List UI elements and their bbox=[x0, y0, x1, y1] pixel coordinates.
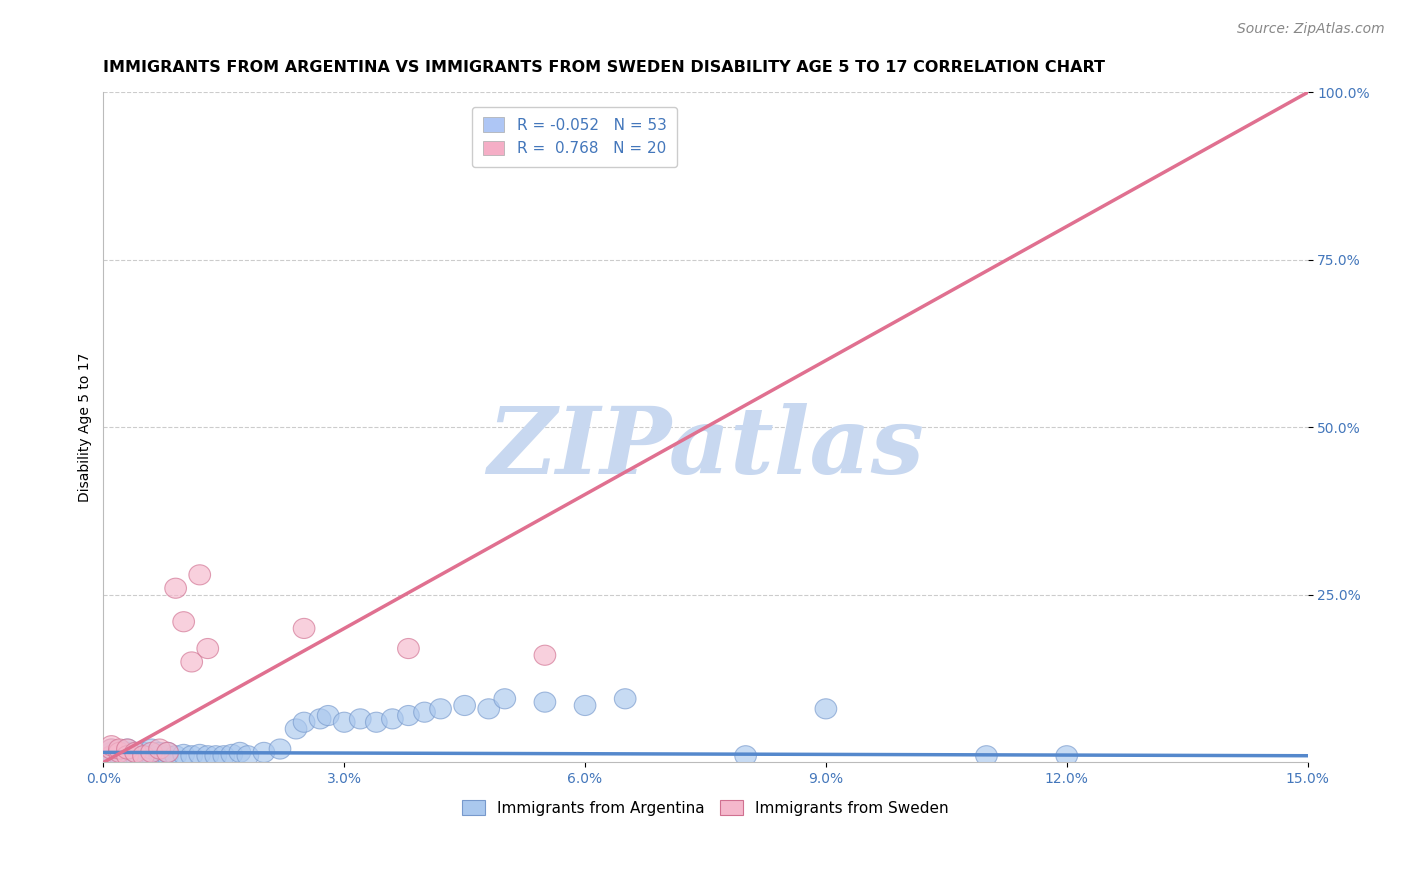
Ellipse shape bbox=[108, 739, 131, 759]
Ellipse shape bbox=[125, 742, 146, 763]
Ellipse shape bbox=[165, 746, 187, 766]
Ellipse shape bbox=[149, 742, 170, 763]
Ellipse shape bbox=[976, 746, 997, 766]
Ellipse shape bbox=[181, 652, 202, 672]
Ellipse shape bbox=[1056, 746, 1077, 766]
Ellipse shape bbox=[197, 746, 218, 766]
Ellipse shape bbox=[117, 742, 138, 763]
Ellipse shape bbox=[494, 689, 516, 709]
Ellipse shape bbox=[221, 744, 243, 764]
Ellipse shape bbox=[366, 712, 387, 732]
Text: Source: ZipAtlas.com: Source: ZipAtlas.com bbox=[1237, 22, 1385, 37]
Ellipse shape bbox=[101, 736, 122, 756]
Text: IMMIGRANTS FROM ARGENTINA VS IMMIGRANTS FROM SWEDEN DISABILITY AGE 5 TO 17 CORRE: IMMIGRANTS FROM ARGENTINA VS IMMIGRANTS … bbox=[104, 60, 1105, 75]
Ellipse shape bbox=[132, 746, 155, 766]
Ellipse shape bbox=[309, 709, 330, 729]
Ellipse shape bbox=[117, 746, 138, 766]
Ellipse shape bbox=[815, 698, 837, 719]
Ellipse shape bbox=[117, 739, 138, 759]
Ellipse shape bbox=[181, 746, 202, 766]
Ellipse shape bbox=[108, 742, 131, 763]
Ellipse shape bbox=[108, 740, 131, 760]
Ellipse shape bbox=[253, 742, 274, 763]
Ellipse shape bbox=[285, 719, 307, 739]
Ellipse shape bbox=[188, 744, 211, 764]
Ellipse shape bbox=[101, 739, 122, 759]
Ellipse shape bbox=[132, 746, 155, 766]
Ellipse shape bbox=[478, 698, 499, 719]
Ellipse shape bbox=[149, 746, 170, 766]
Ellipse shape bbox=[156, 742, 179, 763]
Ellipse shape bbox=[173, 744, 194, 764]
Ellipse shape bbox=[132, 742, 155, 763]
Ellipse shape bbox=[117, 746, 138, 766]
Ellipse shape bbox=[108, 744, 131, 764]
Ellipse shape bbox=[141, 742, 162, 763]
Ellipse shape bbox=[229, 742, 250, 763]
Ellipse shape bbox=[430, 698, 451, 719]
Ellipse shape bbox=[574, 696, 596, 715]
Ellipse shape bbox=[534, 692, 555, 712]
Ellipse shape bbox=[318, 706, 339, 725]
Ellipse shape bbox=[735, 746, 756, 766]
Legend: Immigrants from Argentina, Immigrants from Sweden: Immigrants from Argentina, Immigrants fr… bbox=[456, 794, 955, 822]
Y-axis label: Disability Age 5 to 17: Disability Age 5 to 17 bbox=[79, 352, 93, 502]
Ellipse shape bbox=[294, 712, 315, 732]
Ellipse shape bbox=[197, 639, 218, 658]
Ellipse shape bbox=[125, 746, 146, 766]
Ellipse shape bbox=[413, 702, 436, 723]
Ellipse shape bbox=[398, 706, 419, 725]
Ellipse shape bbox=[101, 739, 122, 759]
Text: ZIPatlas: ZIPatlas bbox=[486, 402, 924, 492]
Ellipse shape bbox=[454, 696, 475, 715]
Ellipse shape bbox=[614, 689, 636, 709]
Ellipse shape bbox=[188, 565, 211, 585]
Ellipse shape bbox=[141, 746, 162, 766]
Ellipse shape bbox=[101, 746, 122, 766]
Ellipse shape bbox=[173, 612, 194, 632]
Ellipse shape bbox=[534, 645, 555, 665]
Ellipse shape bbox=[125, 742, 146, 763]
Ellipse shape bbox=[165, 578, 187, 599]
Ellipse shape bbox=[101, 747, 122, 767]
Ellipse shape bbox=[381, 709, 404, 729]
Ellipse shape bbox=[333, 712, 356, 732]
Ellipse shape bbox=[101, 742, 122, 763]
Ellipse shape bbox=[205, 746, 226, 766]
Ellipse shape bbox=[117, 739, 138, 759]
Ellipse shape bbox=[294, 618, 315, 639]
Ellipse shape bbox=[141, 739, 162, 759]
Ellipse shape bbox=[108, 746, 131, 766]
Ellipse shape bbox=[101, 746, 122, 766]
Ellipse shape bbox=[156, 746, 179, 766]
Ellipse shape bbox=[350, 709, 371, 729]
Ellipse shape bbox=[212, 746, 235, 766]
Ellipse shape bbox=[156, 742, 179, 763]
Ellipse shape bbox=[149, 739, 170, 759]
Ellipse shape bbox=[238, 746, 259, 766]
Ellipse shape bbox=[269, 739, 291, 759]
Ellipse shape bbox=[398, 639, 419, 658]
